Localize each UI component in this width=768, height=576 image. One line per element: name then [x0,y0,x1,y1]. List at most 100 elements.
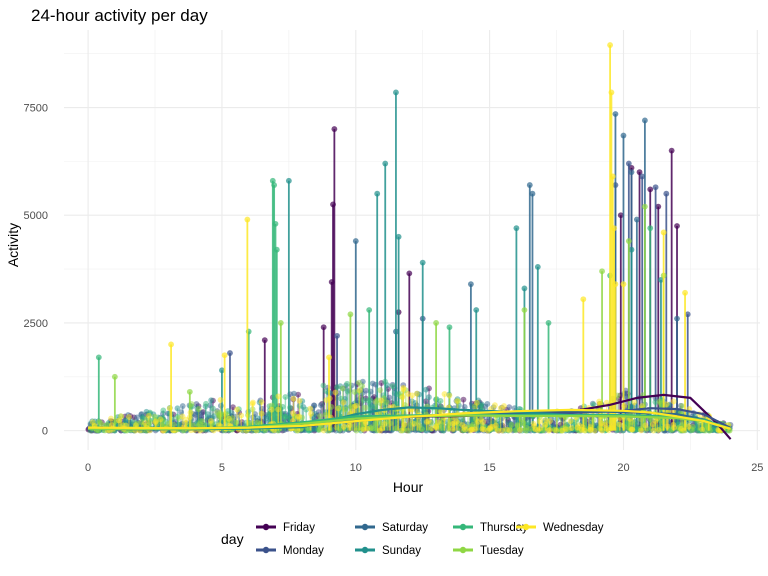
activity-point [536,418,543,425]
activity-point [108,415,114,422]
activity-point [285,177,292,184]
activity-point [273,246,280,253]
activity-point [705,424,711,431]
activity-point [381,421,388,427]
activity-point [655,203,662,210]
activity-point [628,246,635,253]
legend-label: Wednesday [543,522,604,534]
activity-point [408,398,415,405]
activity-point [481,426,487,433]
activity-point [320,427,327,434]
activity-point [351,403,358,410]
activity-point [545,427,552,434]
activity-point [559,427,566,434]
activity-point [344,388,351,395]
activity-point [328,279,335,285]
legend-label: Tuesday [480,545,524,557]
activity-point [599,268,605,275]
activity-point [294,427,301,434]
activity-point [620,281,627,288]
activity-point [96,418,103,425]
activity-point [506,404,513,411]
activity-point [663,401,670,408]
activity-point [395,233,402,240]
activity-point [326,354,332,361]
activity-point [467,427,474,434]
activity-point [639,173,646,180]
activity-point [379,425,385,432]
activity-point [642,422,649,429]
activity-point [108,422,115,429]
activity-point [607,42,613,48]
activity-point [317,413,323,419]
smooth-line-wednesday [88,408,731,430]
activity-point [261,337,268,344]
activity-point [553,427,560,434]
activity-point [534,264,541,270]
x-tick-label: 0 [85,462,91,474]
activity-point [247,420,254,427]
activity-point [512,427,519,434]
activity-point [623,393,630,400]
activity-point [497,405,504,412]
activity-point [342,406,349,413]
legend-item-saturday: Saturday [355,522,428,534]
activity-point [322,411,329,418]
activity-point [374,397,381,404]
activity-point [400,384,407,391]
activity-point [487,424,494,430]
activity-point [160,407,167,414]
activity-point [596,398,603,405]
activity-point [176,421,182,428]
activity-point [679,403,686,409]
activity-point [287,404,293,411]
activity-point [647,186,654,193]
activity-point [638,427,644,434]
x-tick-label: 10 [350,462,362,474]
activity-point [628,169,635,176]
activity-point [290,410,296,417]
legend-key-point [262,523,270,531]
legend-key-point [262,546,270,554]
legend-item-friday: Friday [256,522,315,534]
activity-point [134,414,140,421]
activity-point [308,410,314,417]
activity-point [372,420,379,427]
activity-point [249,400,256,407]
activity-point [473,399,480,406]
activity-point [203,400,209,407]
activity-point [462,426,469,433]
activity-point [410,426,417,432]
activity-point [290,395,297,402]
activity-point [419,259,426,266]
activity-point [282,394,289,400]
activity-point [484,401,491,407]
activity-point [636,169,643,176]
data-layer [85,42,734,434]
activity-point [399,394,406,401]
activity-point [664,423,671,430]
legend-item-monday: Monday [256,545,324,557]
activity-point [393,89,399,96]
activity-point [179,403,186,409]
activity-point [249,406,256,413]
activity-point [526,182,533,188]
activity-point [355,407,362,414]
activity-point [633,216,640,223]
activity-point [377,387,384,394]
activity-point [641,203,648,210]
activity-point [625,238,632,244]
activity-point [699,426,706,433]
x-axis-title: Hour [393,479,424,495]
activity-point [258,410,265,417]
activity-point [480,419,487,425]
activity-point [629,426,636,433]
activity-point [423,386,429,393]
activity-point [334,384,340,391]
activity-point [531,423,538,429]
activity-point [170,421,177,428]
activity-point [438,408,444,415]
activity-point [440,427,447,434]
